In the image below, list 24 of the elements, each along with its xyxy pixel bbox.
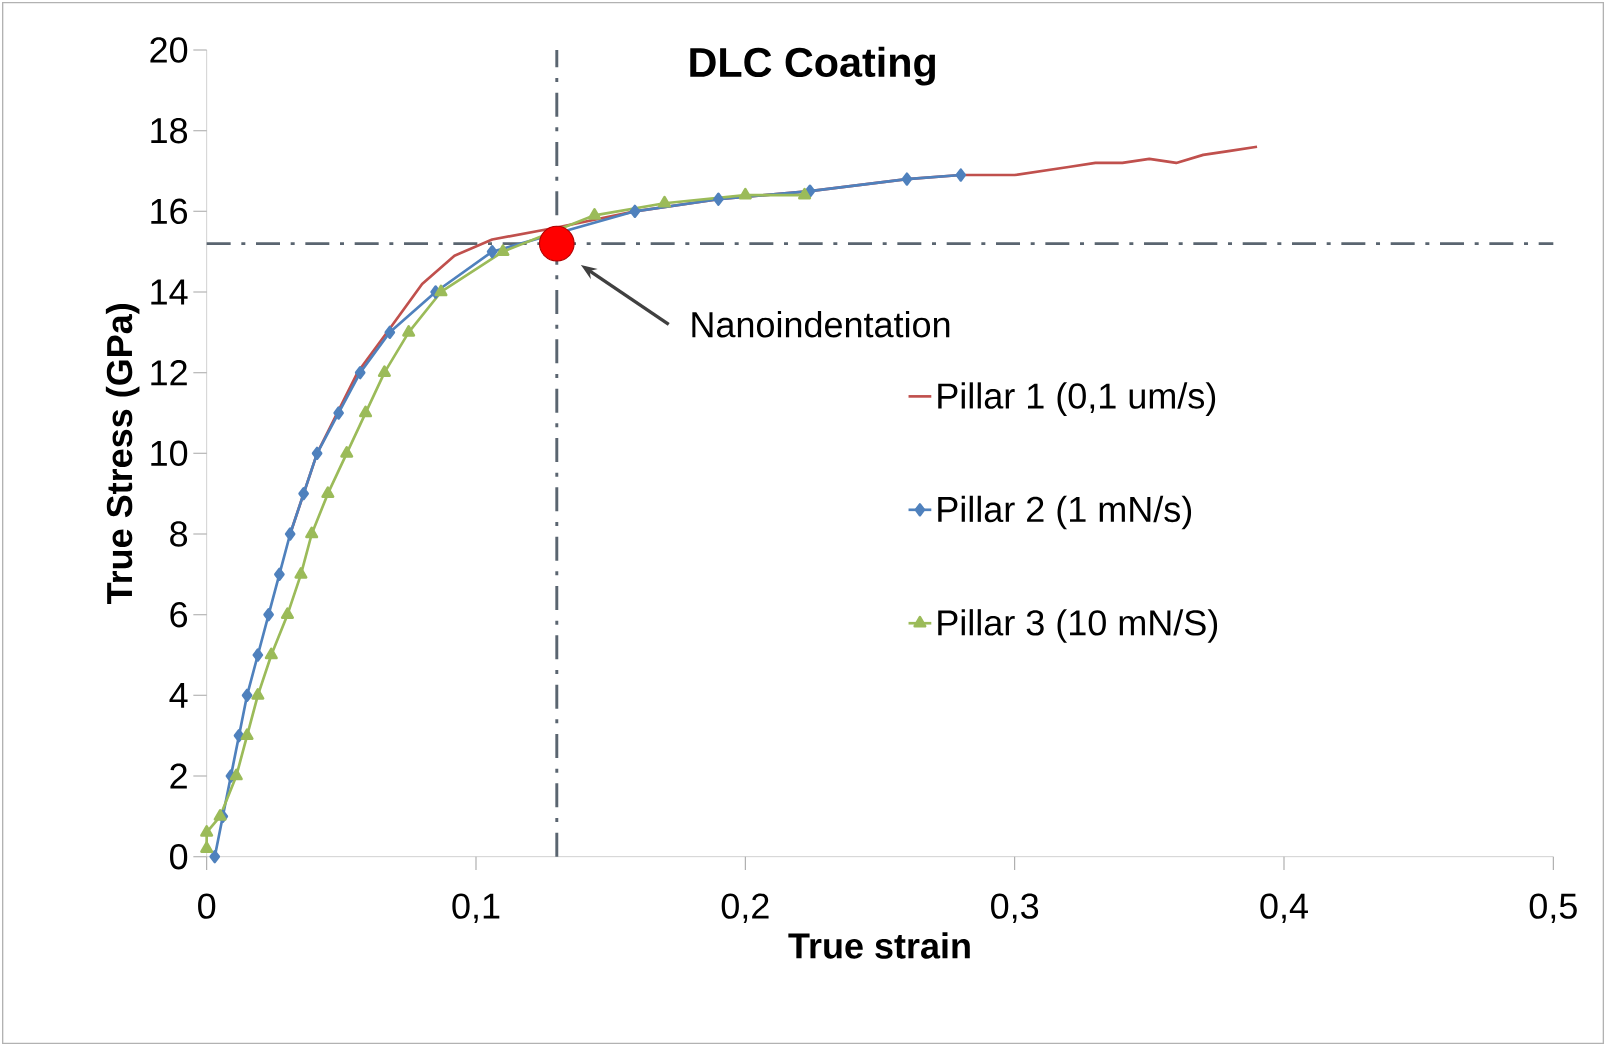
y-tick-label: 16: [151, 198, 188, 225]
chart-title: DLC Coating: [690, 46, 935, 86]
y-tick-label: 18: [151, 117, 188, 144]
legend-label: Pillar 2 (1 mN/s): [938, 495, 1192, 530]
y-tick-label: 6: [170, 601, 188, 628]
x-tick-label: 0,4: [1260, 893, 1308, 924]
legend-label: Pillar 3 (10 mN/S): [938, 609, 1218, 643]
x-tick-label: 0,2: [721, 893, 769, 924]
x-tick-label: 0,1: [452, 893, 500, 924]
y-tick-label: 12: [151, 360, 187, 386]
y-axis-title: True Stress (GPa): [105, 304, 140, 604]
y-tick-label: 10: [151, 440, 188, 467]
y-tick-label: 2: [170, 763, 187, 789]
y-tick-label: 14: [151, 279, 188, 305]
y-tick-label: 0: [170, 843, 188, 870]
x-axis-title: True strain: [788, 932, 970, 959]
y-tick-label: 4: [169, 682, 188, 708]
legend-label: Pillar 1 (0,1 um/s): [938, 382, 1216, 416]
y-tick-label: 20: [150, 37, 188, 63]
annotation: Nanoindentation: [692, 311, 950, 338]
y-tick-label: 8: [170, 521, 188, 547]
x-tick-label: 0,3: [991, 893, 1039, 924]
x-tick-label: 0: [198, 893, 216, 919]
x-tick-label: 0,5: [1529, 893, 1577, 924]
